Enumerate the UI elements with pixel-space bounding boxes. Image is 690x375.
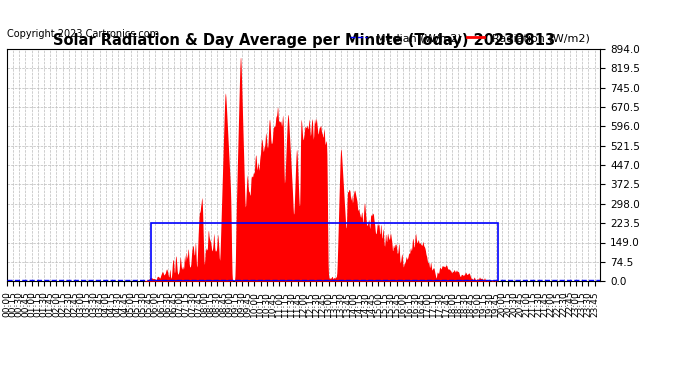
Legend: Median (W/m2), Radiation (W/m2): Median (W/m2), Radiation (W/m2) [346, 29, 595, 48]
Title: Solar Radiation & Day Average per Minute (Today) 20230813: Solar Radiation & Day Average per Minute… [52, 33, 555, 48]
Text: Copyright 2023 Cartronics.com: Copyright 2023 Cartronics.com [7, 30, 159, 39]
Bar [151, 223, 497, 281]
